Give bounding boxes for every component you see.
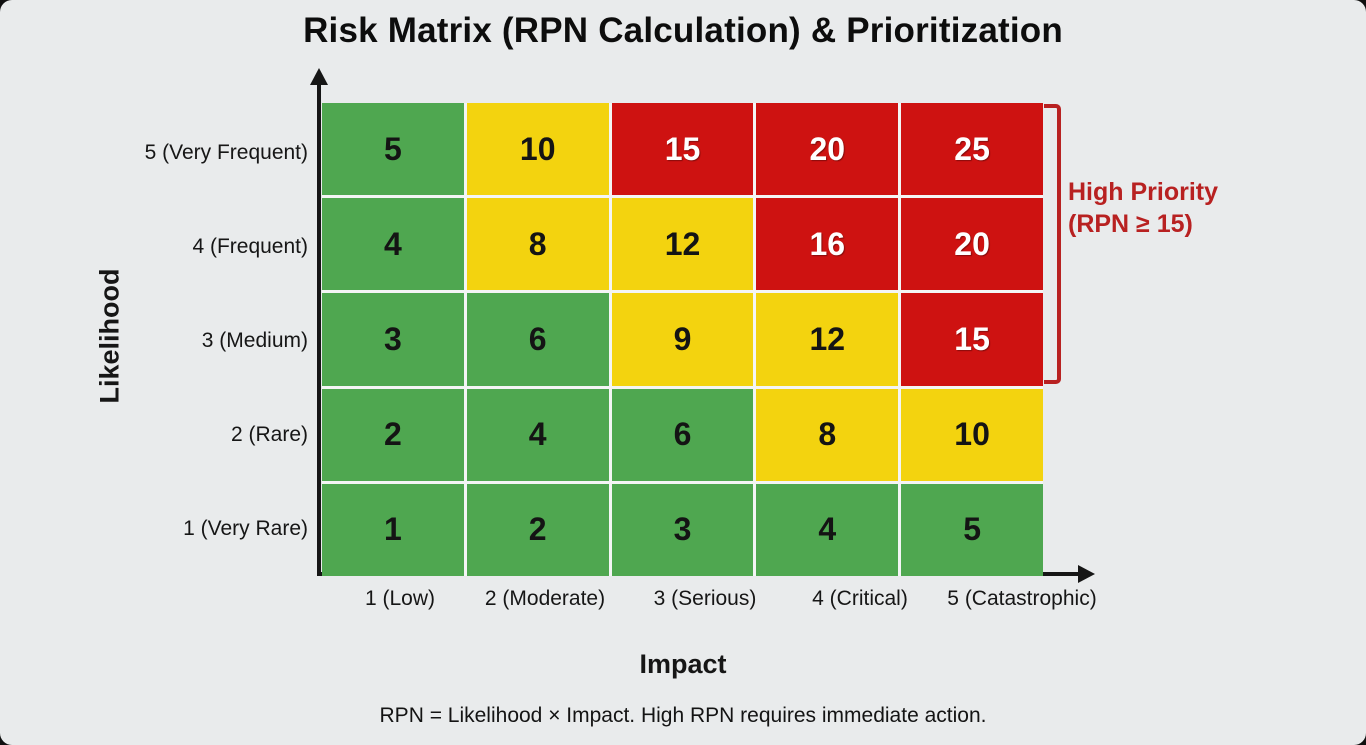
x-axis-arrow-icon xyxy=(1078,565,1095,583)
matrix-cell-L1-I5: 5 xyxy=(901,483,1043,576)
footnote: RPN = Likelihood × Impact. High RPN requ… xyxy=(379,704,987,727)
matrix-cell-L5-I5: 25 xyxy=(901,103,1043,196)
high-priority-annotation-line1: High Priority xyxy=(1068,178,1219,206)
risk-matrix-grid: 5 10 15 20 25 4 8 12 16 20 3 6 9 12 15 2 4 6 8 10 1 2 3 4 5 xyxy=(322,103,1043,576)
matrix-cell-L4-I3: 12 xyxy=(611,198,754,291)
y-axis-line xyxy=(317,84,321,576)
matrix-cell-L5-I4: 20 xyxy=(756,103,899,196)
x-axis-title: Impact xyxy=(639,649,727,679)
matrix-cell-L2-I2: 4 xyxy=(466,388,609,481)
matrix-cell-L2-I5: 10 xyxy=(901,388,1043,481)
high-priority-annotation-line2: (RPN ≥ 15) xyxy=(1068,210,1193,238)
high-priority-annotation: High Priority (RPN ≥ 15) xyxy=(1068,176,1218,240)
matrix-cell-L3-I1: 3 xyxy=(322,293,464,386)
matrix-cell-L2-I3: 6 xyxy=(611,388,754,481)
y-axis-arrow-icon xyxy=(310,68,328,85)
matrix-cell-L1-I4: 4 xyxy=(756,483,899,576)
matrix-cell-L1-I3: 3 xyxy=(611,483,754,576)
x-tick-label-3: 3 (Serious) xyxy=(653,587,757,610)
high-priority-bracket xyxy=(1044,104,1061,384)
matrix-cell-L4-I1: 4 xyxy=(322,198,464,291)
matrix-cell-L3-I4: 12 xyxy=(756,293,899,386)
y-tick-label-1: 1 (Very Rare) xyxy=(183,517,308,540)
matrix-cell-L5-I3: 15 xyxy=(611,103,754,196)
matrix-cell-L1-I2: 2 xyxy=(466,483,609,576)
matrix-cell-L4-I4: 16 xyxy=(756,198,899,291)
x-tick-label-2: 2 (Moderate) xyxy=(484,587,606,610)
matrix-cell-L3-I5: 15 xyxy=(901,293,1043,386)
matrix-cell-L1-I1: 1 xyxy=(322,483,464,576)
y-axis-title: Likelihood xyxy=(94,268,125,404)
matrix-cell-L5-I1: 5 xyxy=(322,103,464,196)
matrix-cell-L5-I2: 10 xyxy=(466,103,609,196)
matrix-cell-L3-I3: 9 xyxy=(611,293,754,386)
y-tick-label-3: 3 (Medium) xyxy=(201,329,308,352)
x-tick-label-1: 1 (Low) xyxy=(364,587,436,610)
chart-title: Risk Matrix (RPN Calculation) & Prioriti… xyxy=(303,11,1063,50)
matrix-cell-L4-I2: 8 xyxy=(466,198,609,291)
x-tick-label-5: 5 (Catastrophic) xyxy=(947,587,1097,610)
matrix-cell-L3-I2: 6 xyxy=(466,293,609,386)
matrix-cell-L2-I4: 8 xyxy=(756,388,899,481)
y-tick-label-2: 2 (Rare) xyxy=(230,423,308,446)
matrix-cell-L2-I1: 2 xyxy=(322,388,464,481)
y-tick-label-5: 5 (Very Frequent) xyxy=(144,141,308,164)
y-tick-label-4: 4 (Frequent) xyxy=(192,235,308,258)
x-tick-label-4: 4 (Critical) xyxy=(812,587,908,610)
matrix-cell-L4-I5: 20 xyxy=(901,198,1043,291)
